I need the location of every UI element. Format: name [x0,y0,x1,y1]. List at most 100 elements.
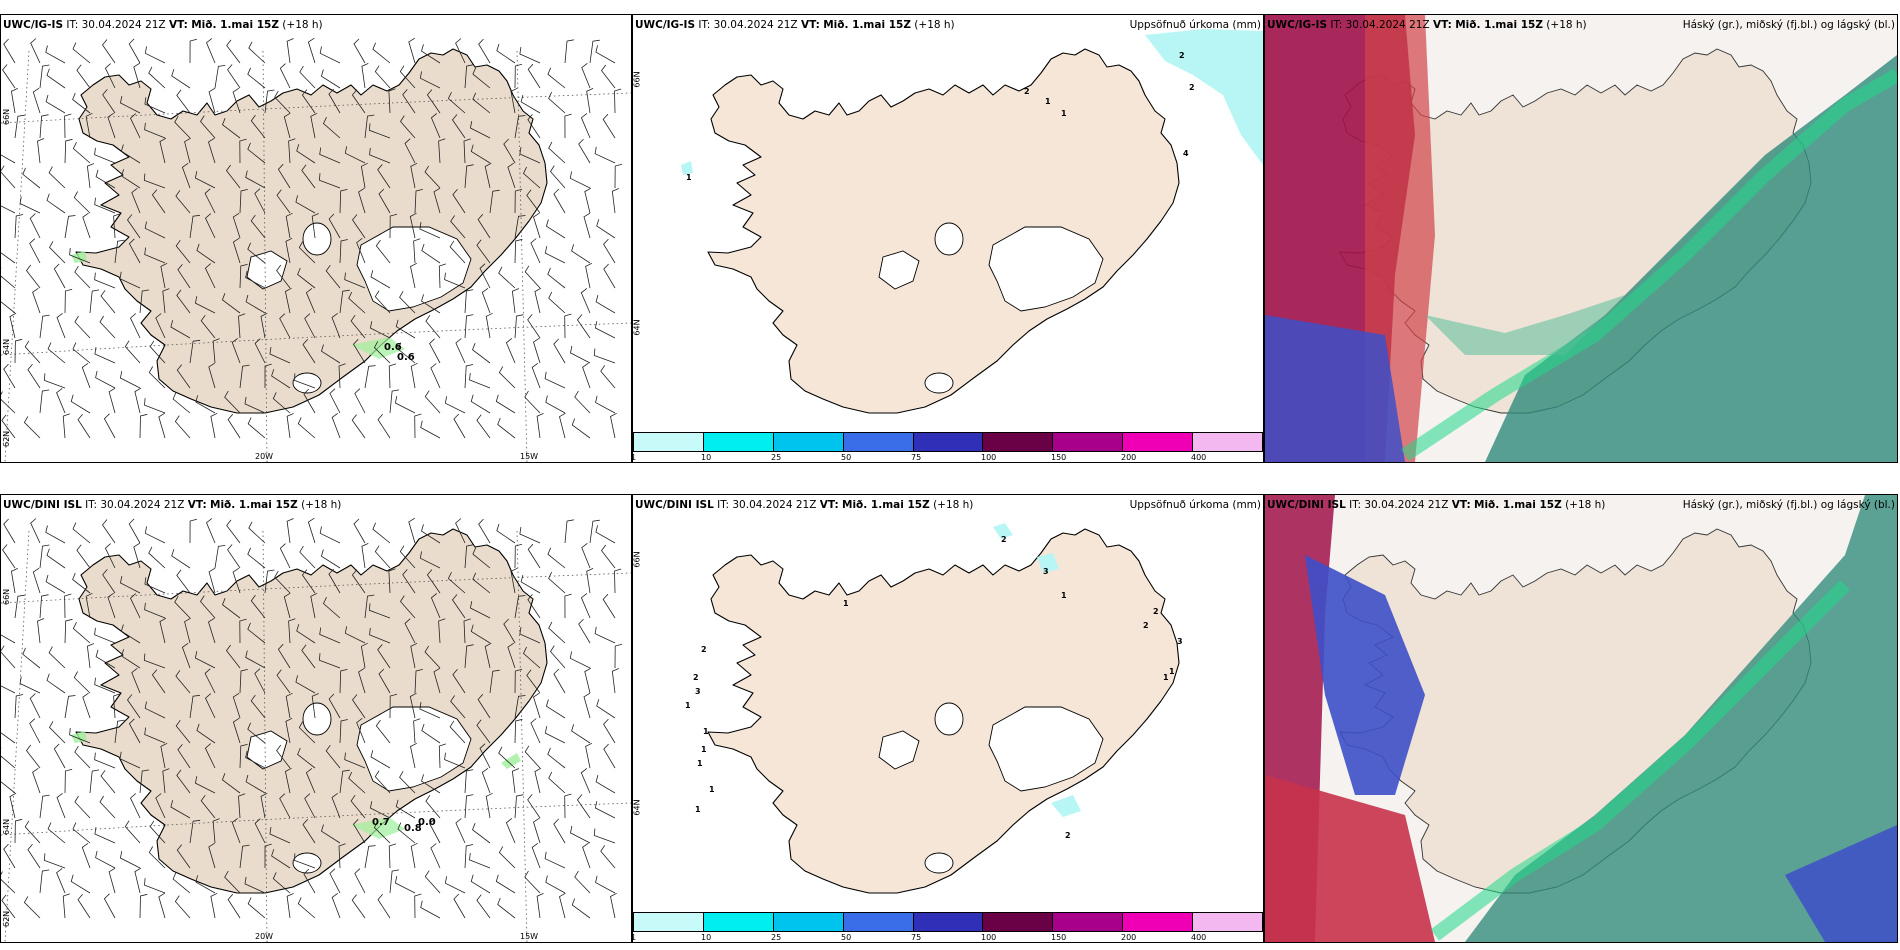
colorbar-swatch [773,433,844,451]
lon-line-20w [262,50,268,462]
wind-map [1,517,631,942]
wind-barb-icon [1,517,623,919]
cloud-map [1265,495,1897,942]
vt-label: VT: [187,499,207,511]
glacier-icon [924,852,954,874]
colorbar-tick: 10 [700,933,712,942]
cloud-panel-dini: UWC/DINI ISL IT: 30.04.2024 21Z VT: Mið.… [1264,494,1898,943]
colorbar-swatch [1053,913,1124,931]
precip-count: 2 [693,673,699,682]
colorbar-swatch [703,433,774,451]
wind-barb-icon [1,37,623,439]
mid-cloud [1305,555,1425,795]
lat-label-62n: 62N [2,430,11,447]
colorbar-tick: 75 [910,933,922,942]
precip-patch [501,753,521,769]
glacier-icon [924,372,954,394]
model-name: UWC/IG-IS [1267,19,1328,31]
lat-line-64n [1,802,631,836]
precip-area [1051,795,1081,817]
precip-count: 2 [1189,83,1195,92]
lon-line-20w [262,530,268,942]
colorbar-tick: 1 [633,933,636,942]
precip-count: 3 [1177,637,1183,646]
it-value: 30.04.2024 21Z [713,19,798,31]
lead-time: (+18 h) [282,19,323,31]
precip-count: 1 [686,173,692,182]
precip-count: 2 [1179,51,1185,60]
colorbar-tick: 75 [910,453,922,462]
graticule [1,530,631,942]
precip-count: 1 [709,785,715,794]
colorbar-tick: 200 [1121,933,1137,942]
glacier-icon [934,702,964,736]
colorbar-tick: 150 [1051,453,1067,462]
colorbar-swatches [633,432,1263,452]
vt-label: VT: [1451,499,1471,511]
lon-line-25w [4,50,30,462]
lat-label-64n: 64N [2,338,11,355]
precip-count: 1 [1045,97,1051,106]
lon-label-15w: 15W [520,452,539,461]
glacier-icon [302,702,332,736]
colorbar-tick: 400 [1190,933,1207,942]
precip-title: Uppsöfnuð úrkoma (mm) [1129,19,1261,31]
panel-header: UWC/IG-IS IT: 30.04.2024 21Z VT: Mið. 1.… [1267,19,1587,31]
glacier-icon [246,250,288,290]
model-name: UWC/DINI ISL [635,499,714,511]
colorbar-swatch [913,913,984,931]
model-name: UWC/IG-IS [3,19,64,31]
glacier-icon [292,852,322,874]
precip-colorbar: 1 10 25 50 75 100 150 200 400 [633,910,1263,942]
lead-time: (+18 h) [1565,499,1606,511]
lon-line-15w [516,50,528,462]
cloud-panel-ig: UWC/IG-IS IT: 30.04.2024 21Z VT: Mið. 1.… [1264,14,1898,463]
colorbar-swatches [633,912,1263,932]
precip-count: 1 [1163,673,1169,682]
glacier-icon [878,730,920,770]
colorbar-tick: 100 [981,453,997,462]
it-value: 30.04.2024 21Z [100,499,185,511]
precip-area [681,161,693,175]
precip-count: 2 [1065,831,1071,840]
wind-value: 0.8 [404,823,422,834]
lon-label-15w: 15W [520,932,539,941]
precip-area [1037,553,1059,573]
precip-count: 1 [685,701,691,710]
colorbar-tick: 1 [633,453,636,462]
precip-panel-dini: UWC/DINI ISL IT: 30.04.2024 21Z VT: Mið.… [632,494,1264,943]
colorbar-tick: 25 [770,933,782,942]
glacier-icon [302,222,332,256]
precip-colorbar: 1 10 25 50 75 100 150 200 400 [633,430,1263,462]
it-value: 30.04.2024 21Z [81,19,166,31]
vt-value: Mið. 1.mai 15Z [823,19,911,31]
low-cloud [1401,68,1897,461]
it-label: IT: [1330,19,1343,31]
lat-label-64n: 64N [632,799,642,816]
low-cloud [1425,295,1625,355]
wind-panel-dini: UWC/DINI ISL IT: 30.04.2024 21Z VT: Mið.… [0,494,632,943]
colorbar-swatch [1193,913,1263,931]
precip-map [681,29,1263,414]
it-label: IT: [717,499,730,511]
colorbar-tick: 200 [1121,453,1137,462]
precip-count: 1 [697,759,703,768]
precip-count: 3 [695,687,701,696]
model-name: UWC/DINI ISL [3,499,82,511]
lon-line-15w [516,530,528,942]
wind-map [1,37,631,462]
vt-value: Mið. 1.mai 15Z [191,19,279,31]
colorbar-swatch [1123,433,1194,451]
vt-value: Mið. 1.mai 15Z [1474,499,1562,511]
colorbar-swatch [634,913,704,931]
panel-header: UWC/IG-IS IT: 30.04.2024 21Z VT: Mið. 1.… [3,19,323,31]
lat-label-66n: 66N [2,588,11,605]
precip-count: 1 [1169,667,1175,676]
lat-label-62n: 62N [2,910,11,927]
precip-count: 1 [701,745,707,754]
low-cloud [1430,580,1850,941]
cloud-title: Háský (gr.), miðský (fj.bl.) og lágský (… [1682,19,1895,31]
it-label: IT: [1349,499,1362,511]
lead-time: (+18 h) [1546,19,1587,31]
model-name: UWC/DINI ISL [1267,499,1346,511]
